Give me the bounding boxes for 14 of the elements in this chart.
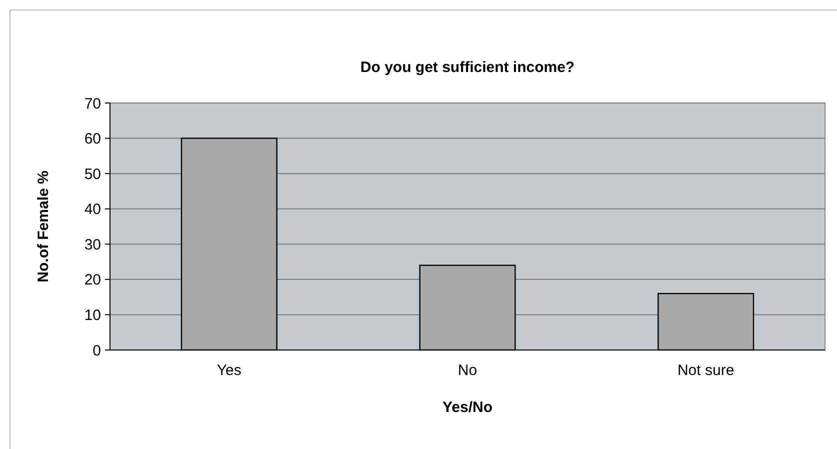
y-tick-label: 50 [84, 166, 101, 183]
y-tick-label: 10 [84, 306, 101, 324]
y-axis-title: No.of Female % [35, 170, 52, 282]
x-tick-label: Not sure [677, 362, 734, 379]
x-axis-title: Yes/No [442, 399, 493, 416]
y-tick-label: 40 [84, 201, 101, 218]
y-tick-label: 20 [84, 272, 101, 289]
y-tick-label: 60 [84, 130, 101, 148]
y-tick-label: 0 [92, 342, 101, 360]
chart-title: Do you get sufficient income? [360, 59, 575, 76]
x-tick-label: Yes [216, 362, 242, 379]
x-tick-label: No [458, 362, 478, 379]
y-tick-label: 30 [84, 236, 101, 254]
y-tick-label: 70 [84, 95, 101, 112]
